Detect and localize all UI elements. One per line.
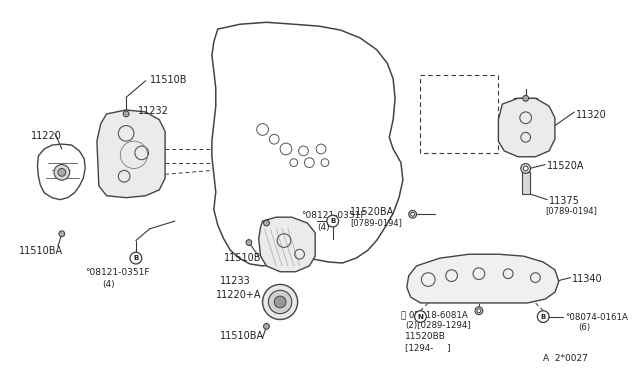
Text: Ⓝ 0B918-6081A: Ⓝ 0B918-6081A <box>401 311 468 320</box>
Text: 11320: 11320 <box>577 110 607 120</box>
Text: 11510B: 11510B <box>150 75 187 85</box>
Circle shape <box>59 231 65 237</box>
Text: B: B <box>133 255 138 261</box>
Text: 11520BA: 11520BA <box>350 208 394 218</box>
Text: 11510B: 11510B <box>223 253 261 263</box>
Text: 11220+A: 11220+A <box>216 290 261 300</box>
Circle shape <box>411 212 415 216</box>
Text: °08121-0351F: °08121-0351F <box>301 211 366 220</box>
Circle shape <box>477 309 481 313</box>
Circle shape <box>262 285 298 320</box>
Circle shape <box>523 95 529 101</box>
Text: 11375: 11375 <box>549 196 580 206</box>
Text: (2)[0289-1294]: (2)[0289-1294] <box>405 321 470 330</box>
FancyBboxPatch shape <box>522 172 529 194</box>
Polygon shape <box>259 217 315 272</box>
Text: (6): (6) <box>579 323 591 333</box>
Circle shape <box>327 215 339 227</box>
Circle shape <box>246 240 252 246</box>
Text: A  2*0027: A 2*0027 <box>543 354 588 363</box>
Circle shape <box>58 169 66 176</box>
Circle shape <box>54 164 70 180</box>
Text: [0789-0194]: [0789-0194] <box>350 218 402 227</box>
Text: 11233: 11233 <box>220 276 250 286</box>
Text: 11510BA: 11510BA <box>220 331 264 341</box>
Text: [1294-     ]: [1294- ] <box>405 343 451 352</box>
Text: °08121-0351F: °08121-0351F <box>85 268 150 277</box>
Text: [0789-0194]: [0789-0194] <box>545 206 597 215</box>
Circle shape <box>275 296 286 308</box>
Text: B: B <box>541 314 546 320</box>
Text: N: N <box>417 314 424 320</box>
Text: 11220: 11220 <box>31 131 61 141</box>
Text: 11340: 11340 <box>572 274 603 284</box>
Circle shape <box>130 252 141 264</box>
Circle shape <box>409 210 417 218</box>
Text: °08074-0161A: °08074-0161A <box>564 313 628 322</box>
Text: 11520BB: 11520BB <box>405 332 445 341</box>
Polygon shape <box>407 254 559 303</box>
Circle shape <box>264 323 269 329</box>
Circle shape <box>475 307 483 315</box>
Circle shape <box>415 311 426 323</box>
Text: 11520A: 11520A <box>547 161 584 171</box>
Polygon shape <box>97 110 165 198</box>
Text: 11232: 11232 <box>138 106 169 116</box>
Polygon shape <box>499 98 555 157</box>
Circle shape <box>268 290 292 314</box>
Circle shape <box>521 164 531 173</box>
Text: 11510BA: 11510BA <box>19 246 63 256</box>
Text: (4): (4) <box>317 223 330 232</box>
Circle shape <box>538 311 549 323</box>
Circle shape <box>124 111 129 117</box>
Circle shape <box>264 220 269 226</box>
Text: B: B <box>330 218 335 224</box>
Circle shape <box>524 166 528 171</box>
Text: (4): (4) <box>103 279 115 289</box>
